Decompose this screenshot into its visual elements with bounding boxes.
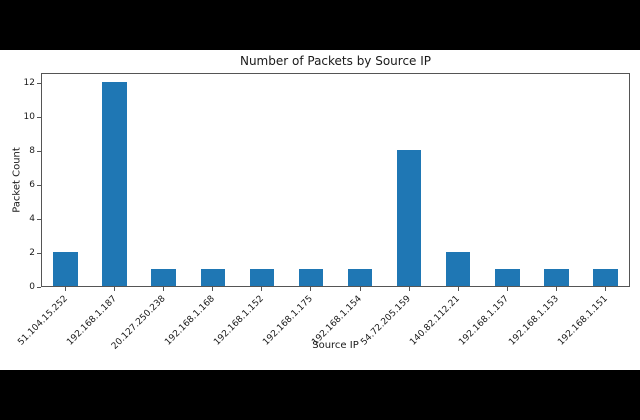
x-tick-mark: [65, 287, 67, 291]
y-tick-label: 0: [29, 281, 35, 292]
y-tick-mark: [37, 150, 41, 152]
y-tick-label: 4: [29, 213, 35, 224]
y-tick-label: 10: [23, 111, 35, 122]
x-tick-mark: [359, 287, 361, 291]
bar: [200, 269, 226, 286]
bar: [396, 150, 422, 286]
x-tick-mark: [506, 287, 508, 291]
x-tick-mark: [555, 287, 557, 291]
y-tick-label: 12: [23, 77, 35, 88]
x-tick-mark: [261, 287, 263, 291]
bar: [298, 269, 324, 286]
y-tick-mark: [37, 116, 41, 118]
bar: [347, 269, 373, 286]
y-tick-label: 8: [29, 145, 35, 156]
y-tick-mark: [37, 82, 41, 84]
x-tick-mark: [604, 287, 606, 291]
letterbox-bottom: [0, 370, 640, 420]
x-tick-mark: [163, 287, 165, 291]
bar: [445, 252, 471, 286]
y-tick-mark: [37, 252, 41, 254]
bar: [544, 269, 569, 286]
y-tick-label: 2: [29, 247, 35, 258]
bar: [593, 269, 618, 286]
plot-area: [41, 73, 630, 287]
bar: [495, 269, 520, 286]
letterbox-top: [0, 0, 640, 50]
x-tick-mark: [408, 287, 410, 291]
y-tick-label: 6: [29, 179, 35, 190]
x-tick-mark: [212, 287, 214, 291]
chart-figure: Number of Packets by Source IP Packet Co…: [0, 50, 640, 370]
x-tick-mark: [457, 287, 459, 291]
y-tick-mark: [37, 218, 41, 220]
bar: [249, 269, 275, 286]
x-tick-mark: [310, 287, 312, 291]
y-tick-mark: [37, 286, 41, 288]
chart-title: Number of Packets by Source IP: [239, 54, 432, 68]
bar: [102, 82, 127, 286]
bar: [151, 269, 176, 286]
x-tick-mark: [114, 287, 116, 291]
y-tick-mark: [37, 184, 41, 186]
x-axis-label: Source IP: [312, 340, 359, 351]
bar: [53, 252, 78, 286]
